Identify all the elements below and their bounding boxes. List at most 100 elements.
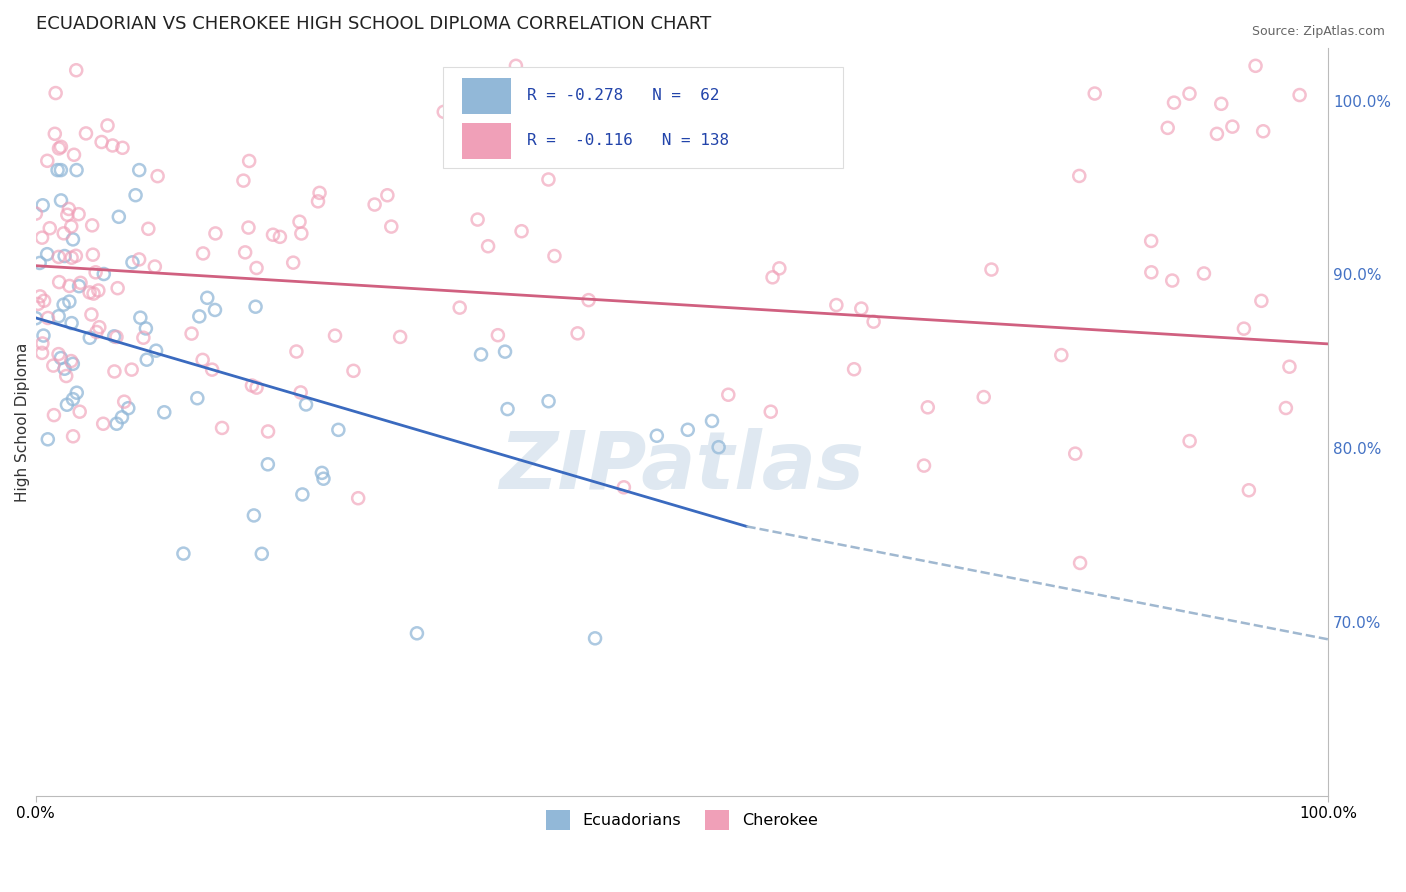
Point (307, 194, 329, 209)
Point (56, 208, 79, 222)
Point (108, 210, 131, 224)
Point (1157, 120, 1180, 135)
Point (37, 432, 59, 446)
Point (60, 219, 83, 234)
Point (91, 417, 114, 431)
Point (1178, 87, 1201, 101)
Point (1069, 556, 1091, 570)
Point (288, 215, 311, 229)
Point (89, 320, 111, 334)
Point (1211, 96, 1233, 111)
Bar (463, 78, 512, 114)
Y-axis label: High School Diploma: High School Diploma (15, 343, 30, 502)
Point (295, 397, 318, 411)
Point (496, 402, 519, 417)
Point (232, 173, 254, 187)
Point (52, 227, 75, 241)
Point (211, 421, 233, 435)
Point (31, 346, 53, 360)
Point (65, 249, 87, 263)
Point (60, 354, 83, 368)
Point (851, 301, 873, 316)
Point (67, 279, 90, 293)
Point (240, 378, 263, 392)
Point (117, 401, 139, 416)
Point (37, 153, 59, 168)
Point (69, 405, 91, 419)
Point (290, 385, 312, 400)
Point (262, 227, 284, 242)
Text: R =  -0.116   N = 138: R = -0.116 N = 138 (527, 133, 728, 148)
Point (204, 227, 226, 241)
Point (494, 344, 516, 359)
Point (37, 247, 59, 261)
FancyBboxPatch shape (443, 67, 844, 168)
Point (28, 256, 51, 270)
Point (973, 390, 995, 404)
Point (676, 423, 699, 437)
Point (153, 405, 176, 419)
Point (510, 224, 533, 238)
Point (1161, 274, 1184, 288)
Point (27, 297, 49, 311)
Point (83, 286, 105, 301)
Point (243, 508, 266, 523)
Point (1244, 59, 1267, 73)
Point (707, 440, 730, 454)
Text: ECUADORIAN VS CHEROKEE HIGH SCHOOL DIPLOMA CORRELATION CHART: ECUADORIAN VS CHEROKEE HIGH SCHOOL DIPLO… (35, 15, 711, 33)
Point (82, 248, 104, 262)
Point (1288, 88, 1310, 103)
Point (111, 141, 134, 155)
Point (86, 325, 108, 339)
Point (132, 331, 155, 345)
Point (105, 417, 128, 431)
Point (82, 219, 104, 233)
Point (470, 347, 492, 361)
Point (1251, 124, 1274, 138)
Point (1206, 127, 1229, 141)
Point (283, 255, 305, 269)
Point (84, 265, 107, 279)
Point (31, 230, 53, 244)
Point (1140, 234, 1163, 248)
Text: ZIPatlas: ZIPatlas (499, 428, 865, 506)
Point (60, 316, 83, 330)
Point (143, 260, 166, 274)
Point (48, 309, 70, 323)
Point (1064, 447, 1087, 461)
Point (32, 328, 55, 343)
Point (49, 351, 72, 365)
Point (328, 423, 350, 437)
Point (25, 311, 48, 326)
Point (1250, 293, 1272, 308)
Point (467, 212, 489, 227)
Point (477, 239, 499, 253)
Point (96, 119, 118, 133)
Point (66, 385, 89, 400)
Point (245, 260, 267, 275)
Point (107, 281, 129, 295)
Point (67, 207, 90, 221)
Point (291, 487, 314, 501)
Point (1192, 267, 1215, 281)
Point (578, 293, 600, 307)
Point (49, 140, 72, 154)
Point (238, 153, 260, 168)
Point (121, 255, 143, 269)
Point (37, 310, 59, 325)
Point (112, 394, 135, 409)
Point (45, 86, 67, 100)
Point (567, 326, 589, 341)
Point (347, 491, 370, 506)
Point (188, 310, 211, 324)
Point (103, 364, 125, 378)
Point (87, 284, 110, 298)
Point (129, 310, 152, 325)
Point (55, 369, 77, 384)
Text: R = -0.278   N =  62: R = -0.278 N = 62 (527, 88, 720, 103)
Point (238, 220, 260, 235)
Point (323, 328, 346, 343)
Point (49, 194, 72, 208)
Point (312, 472, 335, 486)
Point (180, 326, 202, 341)
